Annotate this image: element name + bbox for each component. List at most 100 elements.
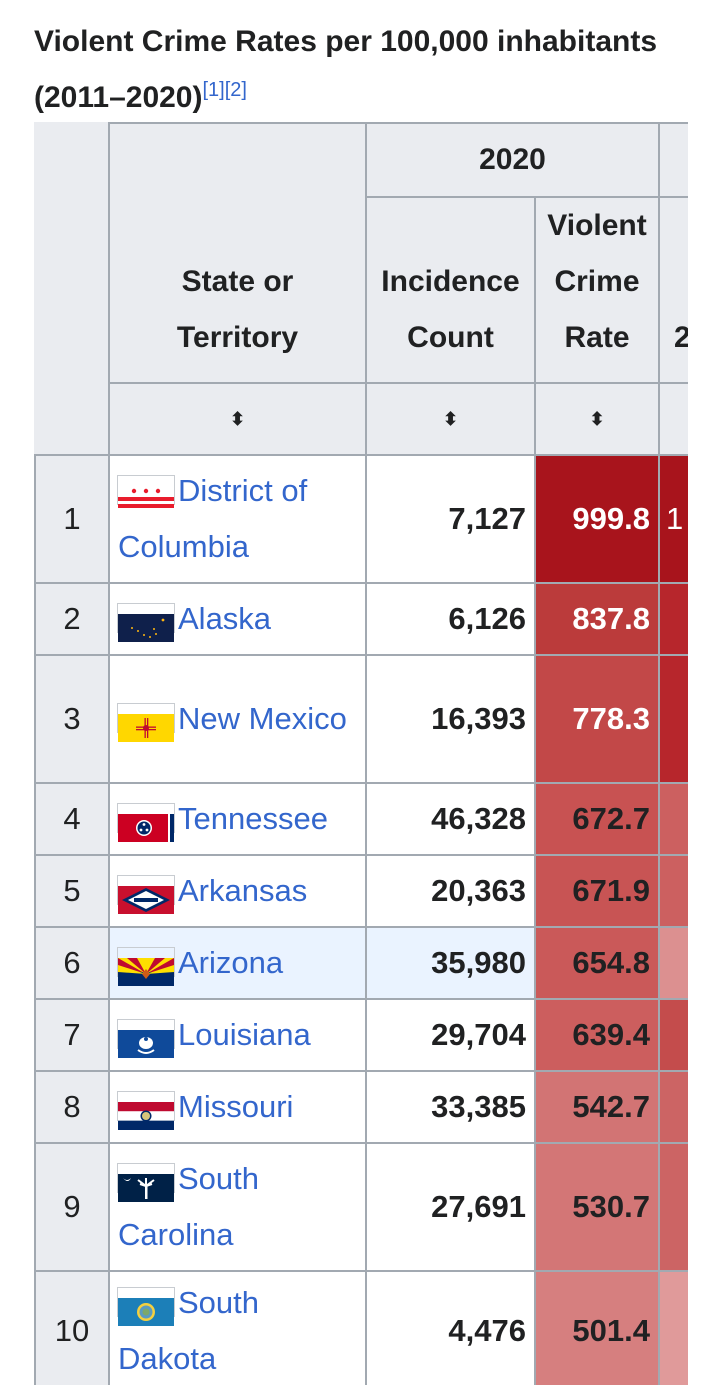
state-cell: New Mexico xyxy=(108,654,367,784)
sort-icon: ⬍ xyxy=(589,409,605,429)
incidence-count-cell: 35,980 xyxy=(365,926,536,1000)
violent-crime-rate-cell: 837.8 xyxy=(534,582,660,656)
next-year-header-label: 2 xyxy=(674,321,688,354)
louisiana-flag-icon xyxy=(118,1020,174,1058)
rank-header xyxy=(34,122,110,456)
south-dakota-flag-icon xyxy=(118,1288,174,1326)
rank-cell: 5 xyxy=(34,854,110,928)
year-2020-label: 2020 xyxy=(479,143,546,176)
violent-crime-rate-label: Violent Crime Rate xyxy=(547,209,647,354)
table-row: 3 New Mexico 16,393 778.3 xyxy=(34,654,688,784)
table-row: 4 Tennessee 46,328 672.7 xyxy=(34,782,688,856)
next-year-rate-cell xyxy=(658,854,688,928)
violent-crime-rate-cell: 654.8 xyxy=(534,926,660,1000)
state-link[interactable]: District of Columbia xyxy=(118,473,308,564)
reference-link-1[interactable]: [1] xyxy=(202,79,225,101)
violent-crime-rate-cell: 672.7 xyxy=(534,782,660,856)
sort-icon: ⬍ xyxy=(442,409,459,429)
alaska-flag-icon xyxy=(118,604,174,642)
next-year-rate-cell xyxy=(658,654,688,784)
state-link[interactable]: Missouri xyxy=(178,1089,294,1124)
crime-rate-table: State or Territory 2020 Incidence Count … xyxy=(34,122,688,1385)
incidence-count-cell: 33,385 xyxy=(365,1070,536,1144)
next-year-rate-cell xyxy=(658,582,688,656)
incidence-count-cell: 7,127 xyxy=(365,454,536,584)
violent-crime-rate-cell: 542.7 xyxy=(534,1070,660,1144)
table-row: 8 Missouri 33,385 542.7 xyxy=(34,1070,688,1144)
year-2020-group-header: 2020 xyxy=(365,122,660,198)
new-mexico-flag-icon xyxy=(118,704,174,742)
next-year-rate-cell xyxy=(658,998,688,1072)
sort-button-rate[interactable]: ⬍ xyxy=(534,382,660,456)
incidence-count-label: Incidence Count xyxy=(381,265,520,354)
state-cell: Tennessee xyxy=(108,782,367,856)
violent-crime-rate-cell: 671.9 xyxy=(534,854,660,928)
state-link[interactable]: Alaska xyxy=(178,601,272,636)
rank-cell: 3 xyxy=(34,654,110,784)
arkansas-flag-icon xyxy=(118,876,174,914)
violent-crime-rate-cell: 530.7 xyxy=(534,1142,660,1272)
state-cell: Louisiana xyxy=(108,998,367,1072)
state-cell: South Carolina xyxy=(108,1142,367,1272)
incidence-count-header: Incidence Count xyxy=(365,196,536,384)
state-cell: Arkansas xyxy=(108,854,367,928)
sort-button-state[interactable]: ⬍ xyxy=(108,382,367,456)
state-cell: Alaska xyxy=(108,582,367,656)
state-cell: District of Columbia xyxy=(108,454,367,584)
table-caption: Violent Crime Rates per 100,000 inhabita… xyxy=(34,14,694,126)
state-link[interactable]: Arizona xyxy=(178,945,284,980)
violent-crime-rate-cell: 778.3 xyxy=(534,654,660,784)
state-link[interactable]: New Mexico xyxy=(178,701,347,736)
incidence-count-cell: 27,691 xyxy=(365,1142,536,1272)
state-link[interactable]: South Carolina xyxy=(118,1161,260,1252)
sort-button-next[interactable] xyxy=(658,382,688,456)
state-cell: Missouri xyxy=(108,1070,367,1144)
south-carolina-flag-icon xyxy=(118,1164,174,1202)
incidence-count-cell: 20,363 xyxy=(365,854,536,928)
rank-cell: 4 xyxy=(34,782,110,856)
caption-title: Violent Crime Rates per 100,000 inhabita… xyxy=(34,25,658,114)
table-row: 5 Arkansas 20,363 671.9 xyxy=(34,854,688,928)
incidence-count-cell: 29,704 xyxy=(365,998,536,1072)
next-year-header-partial: 2 xyxy=(658,196,688,384)
incidence-count-cell: 16,393 xyxy=(365,654,536,784)
table-row: 6 Arizona 35,980 654.8 xyxy=(34,926,688,1000)
state-cell: South Dakota xyxy=(108,1270,367,1385)
rank-cell: 9 xyxy=(34,1142,110,1272)
next-year-rate-cell xyxy=(658,1142,688,1272)
table-row: 10 South Dakota 4,476 501.4 xyxy=(34,1270,688,1385)
violent-crime-rate-header: Violent Crime Rate xyxy=(534,196,660,384)
violent-crime-rate-cell: 999.8 xyxy=(534,454,660,584)
table-row: 2 Alaska 6,126 837.8 xyxy=(34,582,688,656)
state-link[interactable]: South Dakota xyxy=(118,1285,260,1376)
state-link[interactable]: Louisiana xyxy=(178,1017,311,1052)
next-year-rate-cell xyxy=(658,782,688,856)
state-link[interactable]: Tennessee xyxy=(178,801,328,836)
table-row: 7 Louisiana 29,704 639.4 xyxy=(34,998,688,1072)
table-row: 9 South Carolina 27,691 530.7 xyxy=(34,1142,688,1272)
rank-cell: 8 xyxy=(34,1070,110,1144)
rank-cell: 10 xyxy=(34,1270,110,1385)
next-year-rate-cell xyxy=(658,1270,688,1385)
reference-link-2[interactable]: [2] xyxy=(224,79,247,101)
missouri-flag-icon xyxy=(118,1092,174,1130)
state-column-label: State or Territory xyxy=(176,265,299,354)
state-cell: Arizona xyxy=(108,926,367,1000)
next-year-group-header xyxy=(658,122,688,198)
state-link[interactable]: Arkansas xyxy=(178,873,308,908)
dc-flag-icon xyxy=(118,476,174,514)
rank-cell: 7 xyxy=(34,998,110,1072)
arizona-flag-icon xyxy=(118,948,174,986)
rank-cell: 6 xyxy=(34,926,110,1000)
sort-button-count[interactable]: ⬍ xyxy=(365,382,536,456)
next-year-rate-cell xyxy=(658,926,688,1000)
crime-rate-table-container[interactable]: State or Territory 2020 Incidence Count … xyxy=(34,122,688,1385)
next-year-rate-cell xyxy=(658,1070,688,1144)
violent-crime-rate-cell: 639.4 xyxy=(534,998,660,1072)
incidence-count-cell: 4,476 xyxy=(365,1270,536,1385)
state-column-header: State or Territory xyxy=(108,122,367,384)
incidence-count-cell: 6,126 xyxy=(365,582,536,656)
sort-icon: ⬍ xyxy=(229,409,246,429)
tennessee-flag-icon xyxy=(118,804,174,842)
rank-cell: 1 xyxy=(34,454,110,584)
